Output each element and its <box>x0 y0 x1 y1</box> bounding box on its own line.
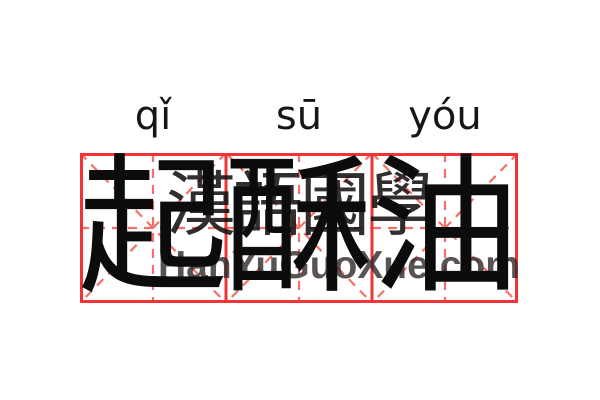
watermark-cjk-text: 漢語國學 <box>166 164 437 246</box>
pinyin-row: qǐ sū yóu <box>80 88 518 144</box>
pinyin-syllable-2: sū <box>275 93 323 139</box>
pinyin-syllable-1: qǐ <box>134 93 172 139</box>
pinyin-syllable-3: yóu <box>408 93 482 139</box>
watermark-site-text: HanYuGuoXue.com <box>158 244 520 287</box>
grid-lines-svg <box>80 153 518 303</box>
mi-zi-ge-grid <box>80 153 518 303</box>
